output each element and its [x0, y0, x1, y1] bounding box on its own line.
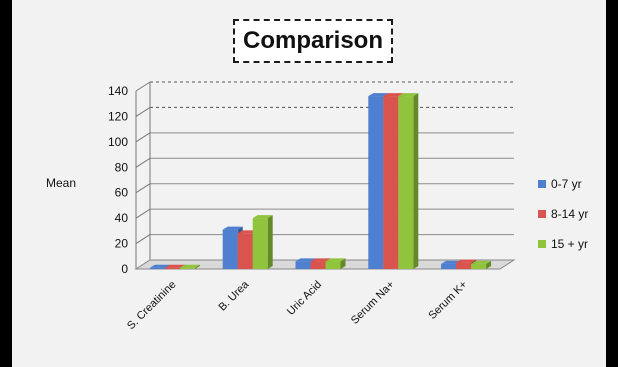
bar: [310, 261, 326, 269]
bar-side: [194, 264, 200, 269]
y-tick-label: 100: [108, 135, 128, 149]
bar-top: [222, 226, 243, 230]
legend-label: 0-7 yr: [551, 177, 582, 191]
chart-title: Comparison: [242, 27, 383, 54]
bar-top: [383, 93, 404, 97]
y-tick-label: 40: [115, 211, 129, 225]
y-axis-label: Mean: [46, 176, 77, 190]
chart-legend: 0-7 yr 8-14 yr 15 + yr: [538, 177, 588, 267]
bar-side: [413, 93, 419, 269]
gridline-depth: [135, 183, 151, 194]
gridline-depth: [135, 234, 151, 244]
bar-top: [325, 258, 346, 262]
bar: [456, 262, 472, 269]
bar: [222, 229, 238, 269]
bar: [398, 96, 414, 269]
bar-side: [340, 258, 346, 269]
bar-top: [149, 264, 170, 268]
bar-top: [456, 259, 477, 263]
bar: [179, 267, 195, 269]
legend-swatch: [538, 180, 546, 188]
bar: [368, 96, 384, 269]
chart-title-box: Comparison: [233, 19, 393, 63]
y-tick-label: 140: [108, 84, 128, 98]
bar: [295, 261, 311, 269]
bar-top: [179, 264, 200, 268]
bar: [149, 267, 165, 269]
bar-side: [267, 215, 273, 269]
y-tick-label: 20: [115, 237, 129, 251]
bar-top: [368, 93, 389, 97]
bar: [252, 218, 268, 269]
x-tick-label: Serum Na+: [349, 279, 397, 327]
x-tick-label: Serum K+: [426, 279, 469, 322]
y-tick-label: 120: [108, 109, 128, 123]
gridline-depth: [135, 208, 151, 219]
legend-swatch: [538, 210, 546, 218]
legend-label: 15 + yr: [551, 237, 589, 251]
bar-top: [398, 93, 419, 97]
legend-item: 8-14 yr: [538, 207, 588, 221]
y-tick-label: 60: [115, 186, 129, 200]
bar-top: [295, 258, 316, 262]
bar: [164, 267, 180, 269]
bar: [441, 263, 457, 269]
bar: [237, 233, 253, 269]
y-tick-label: 80: [115, 160, 129, 174]
bar-top: [252, 215, 273, 219]
legend-item: 15 + yr: [538, 237, 588, 251]
gridline-depth: [135, 107, 151, 117]
bar-top: [471, 260, 492, 264]
legend-item: 0-7 yr: [538, 177, 588, 191]
x-tick-label: Uric Acid: [285, 279, 324, 318]
bar-side: [486, 260, 492, 269]
bar: [325, 261, 341, 269]
bar: [383, 96, 399, 269]
chart-plot: 0 20 40 60 80 100 120 140 S. Creatinine B. Urea Ur…: [108, 81, 516, 332]
bar-top: [164, 264, 185, 268]
gridline-depth: [135, 157, 151, 168]
x-tick-label: S. Creatinine: [125, 279, 178, 332]
gridline-depth: [135, 132, 151, 143]
y-tick-label: 0: [121, 262, 128, 276]
legend-swatch: [538, 240, 546, 248]
legend-label: 8-14 yr: [551, 207, 589, 221]
bar: [471, 263, 487, 269]
bar-top: [310, 258, 331, 262]
x-tick-label: B. Urea: [216, 278, 251, 313]
gridline-depth: [135, 81, 151, 92]
